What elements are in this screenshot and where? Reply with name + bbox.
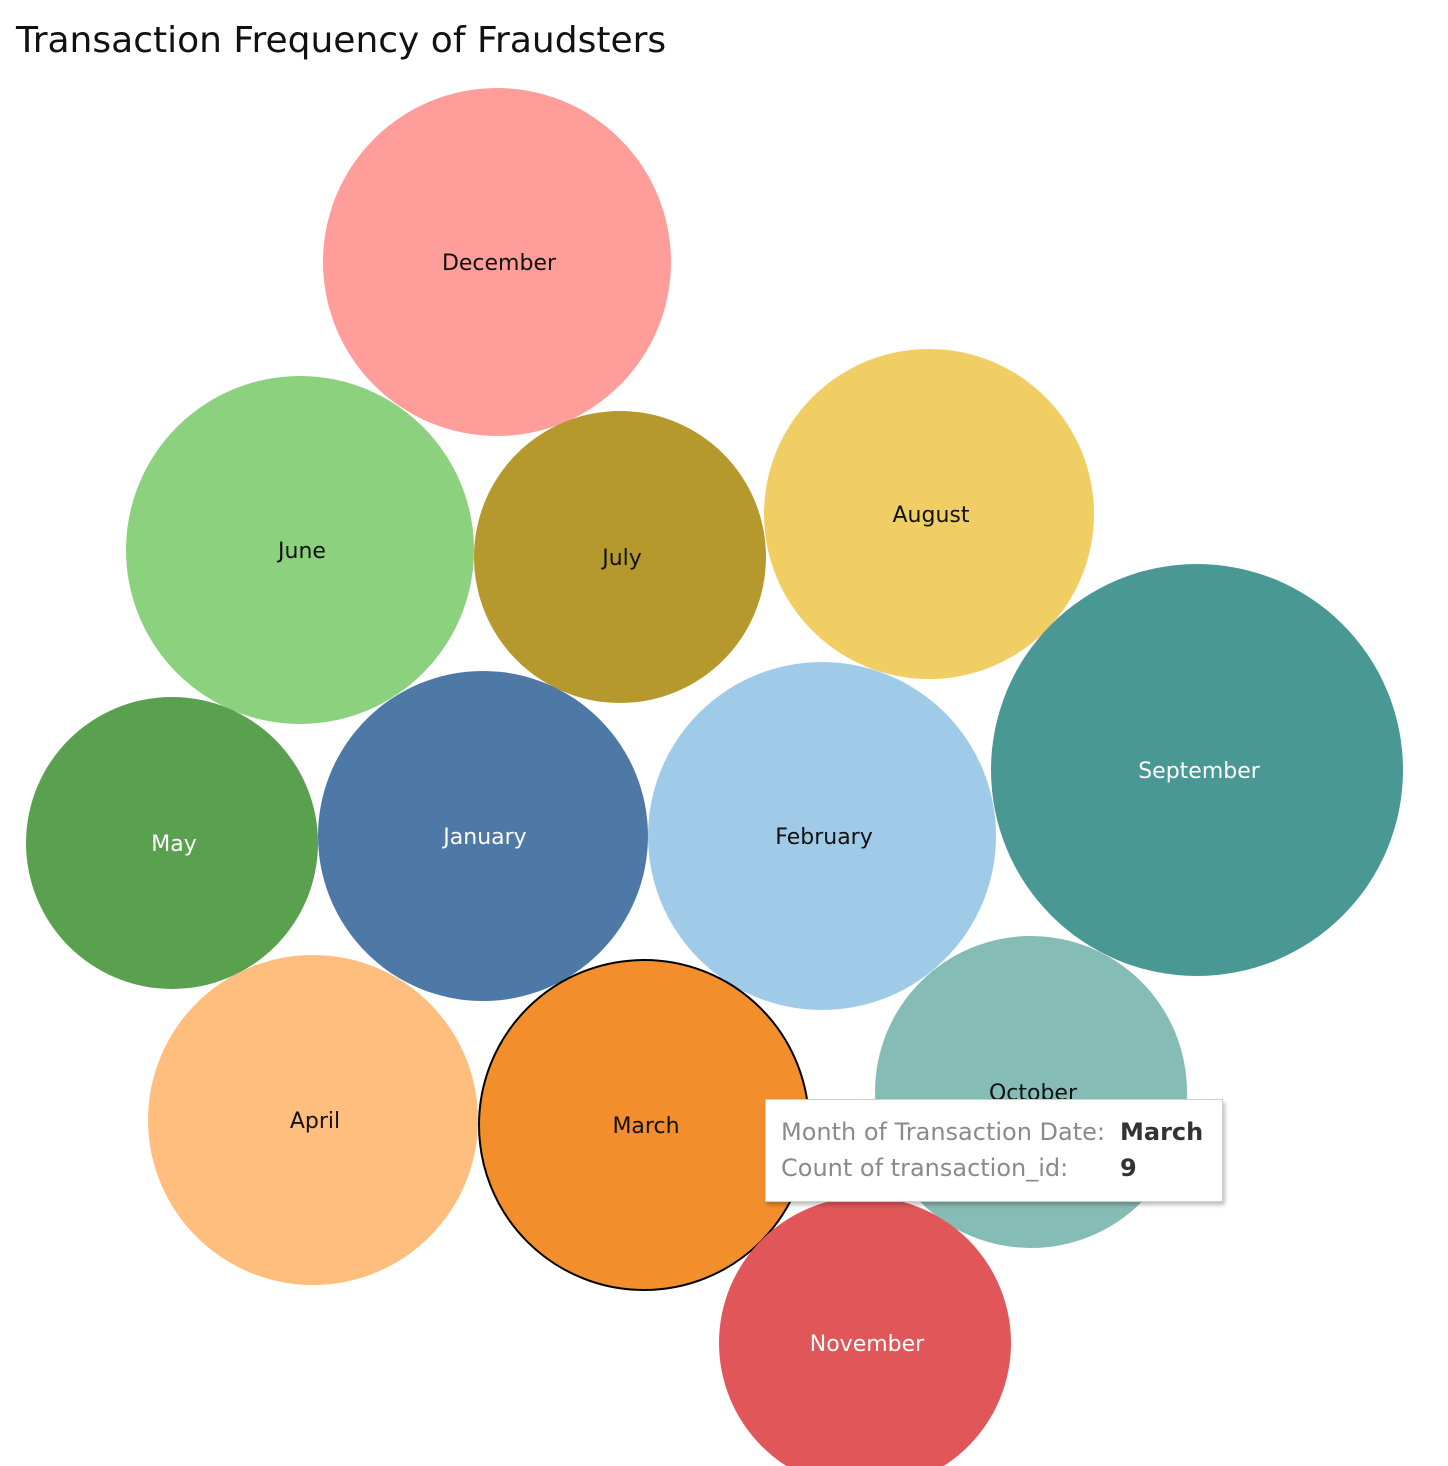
tooltip-count-value: 9 — [1120, 1154, 1137, 1182]
bubble-label-june: June — [276, 539, 326, 564]
bubble-label-september: September — [1138, 759, 1261, 784]
bubble-may[interactable] — [26, 697, 318, 989]
bubble-august[interactable] — [764, 349, 1094, 679]
chart-title: Transaction Frequency of Fraudsters — [16, 20, 667, 61]
bubble-december[interactable] — [323, 88, 671, 436]
bubble-label-july: July — [600, 546, 642, 571]
bubble-september[interactable] — [991, 564, 1403, 976]
bubble-label-april: April — [290, 1109, 340, 1134]
bubble-label-may: May — [151, 832, 196, 857]
tooltip-count-label: Count of transaction_id: — [781, 1154, 1069, 1182]
bubble-label-january: January — [441, 825, 526, 850]
bubble-label-february: February — [775, 825, 873, 850]
tooltip-month-label: Month of Transaction Date: — [781, 1118, 1105, 1146]
bubble-label-november: November — [810, 1332, 925, 1357]
bubble-november[interactable] — [719, 1197, 1011, 1466]
bubble-label-august: August — [893, 503, 970, 528]
bubble-june[interactable] — [126, 376, 474, 724]
bubble-january[interactable] — [318, 671, 648, 1001]
bubble-july[interactable] — [474, 411, 766, 703]
tooltip: Month of Transaction Date: March Count o… — [765, 1099, 1223, 1202]
bubble-label-march: March — [612, 1114, 679, 1139]
bubble-april[interactable] — [148, 955, 478, 1285]
tooltip-month-value: March — [1120, 1118, 1204, 1146]
bubble-february[interactable] — [648, 662, 996, 1010]
bubble-label-december: December — [442, 251, 557, 276]
